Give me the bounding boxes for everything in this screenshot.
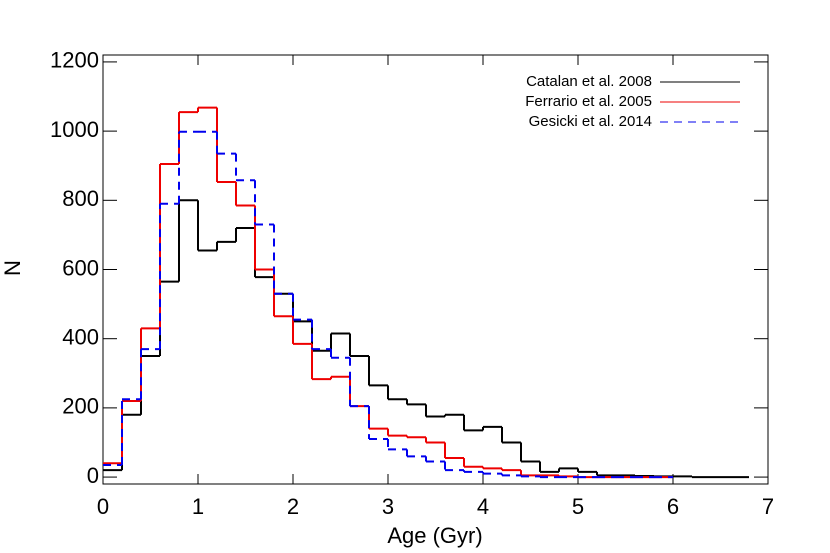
y-tick-label: 800	[62, 186, 99, 211]
y-tick-label: 0	[87, 463, 99, 488]
y-tick-label: 400	[62, 325, 99, 350]
x-tick-label: 4	[477, 494, 489, 519]
x-tick-label: 2	[287, 494, 299, 519]
x-tick-label: 0	[97, 494, 109, 519]
y-tick-label: 1200	[50, 48, 99, 73]
y-axis-label: N	[0, 260, 25, 276]
x-tick-label: 1	[192, 494, 204, 519]
x-tick-label: 3	[382, 494, 394, 519]
legend-label: Catalan et al. 2008	[526, 73, 652, 90]
y-tick-label: 600	[62, 255, 99, 280]
y-tick-label: 1000	[50, 117, 99, 142]
x-tick-label: 6	[667, 494, 679, 519]
legend-label: Gesicki et al. 2014	[529, 113, 652, 130]
plot-frame	[102, 54, 769, 485]
y-tick-label: 200	[62, 394, 99, 419]
x-tick-label: 5	[572, 494, 584, 519]
x-axis-label: Age (Gyr)	[387, 523, 482, 548]
x-tick-label: 7	[762, 494, 774, 519]
legend-label: Ferrario et al. 2005	[525, 93, 652, 110]
